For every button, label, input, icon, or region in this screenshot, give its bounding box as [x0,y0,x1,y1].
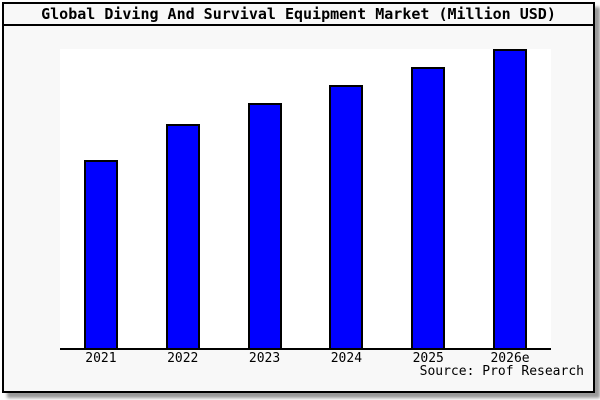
chart-title: Global Diving And Survival Equipment Mar… [4,4,593,26]
x-tick-label-2025: 2025 [412,351,444,366]
bar-2024 [329,84,364,348]
bars-container [60,49,551,348]
x-tick-label-2023: 2023 [248,351,281,366]
x-tick-label-2024: 2024 [330,351,363,366]
chart-region: 2021 2022 2023 2024 2025 2026e Source: Prof R… [4,26,593,389]
bar-2023 [247,102,282,348]
x-tick-label-2021: 2021 [85,351,117,366]
source-label: Source: Prof Research [419,364,584,379]
chart-frame: Global Diving And Survival Equipment Mar… [2,2,595,393]
plot-area [60,49,551,350]
bar-2022 [165,123,200,348]
x-axis-labels: 2021 2022 2023 2024 2025 2026e [60,351,551,366]
bar-2021 [83,159,118,348]
x-tick-label-2022: 2022 [167,351,199,366]
bar-2025 [411,66,446,348]
bar-2026e [493,49,528,348]
x-tick-label-2026e: 2026e [490,351,530,366]
